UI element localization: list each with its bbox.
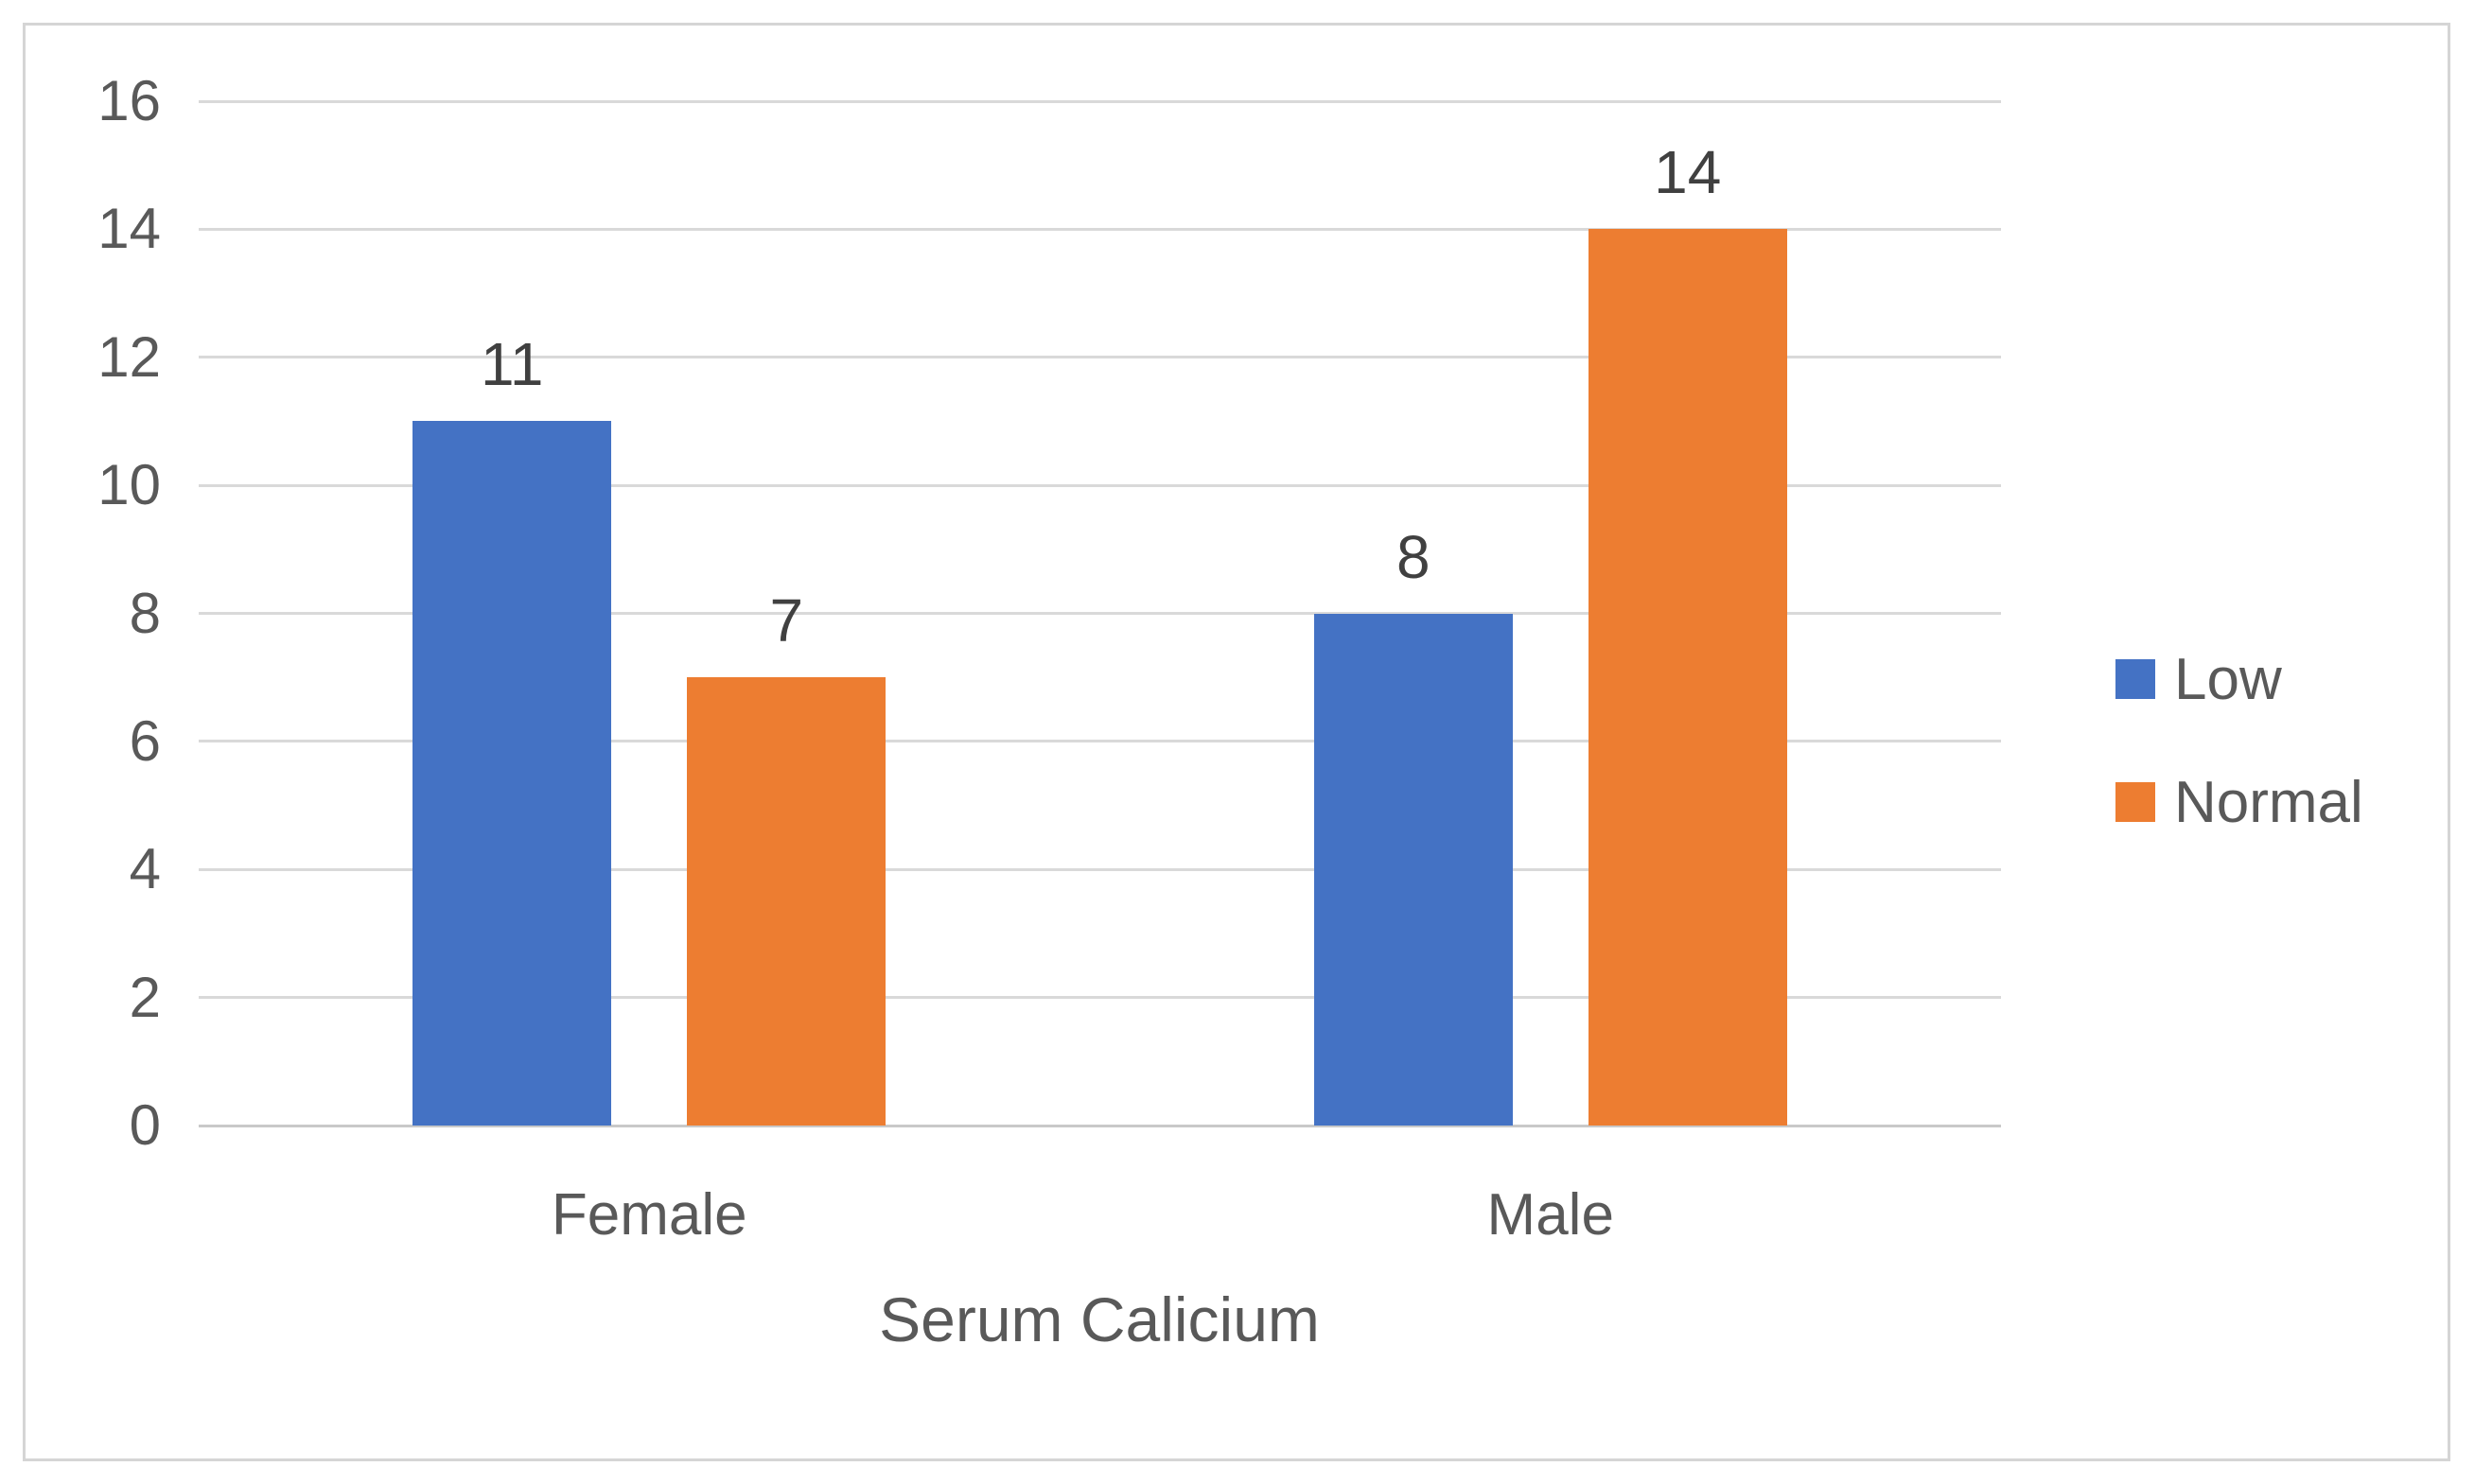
y-tick-label: 2: [129, 965, 161, 1029]
y-tick-label: 6: [129, 708, 161, 773]
y-tick-label: 8: [129, 581, 161, 645]
bar-value-label: 7: [769, 586, 804, 655]
bar-female-low: [412, 421, 612, 1126]
bar-female-normal: [687, 677, 886, 1126]
bar-value-label: 11: [481, 330, 544, 399]
gridline: [199, 99, 2001, 103]
chart-border: [23, 23, 2450, 1461]
y-tick-label: 14: [97, 197, 161, 261]
x-axis-title: Serum Calicium: [879, 1284, 1320, 1354]
gridline: [199, 483, 2001, 487]
y-tick-label: 0: [129, 1093, 161, 1157]
gridline: [199, 227, 2001, 231]
bar-male-low: [1313, 613, 1513, 1126]
gridline: [199, 740, 2001, 743]
y-tick-label: 16: [97, 69, 161, 132]
gridline: [199, 612, 2001, 615]
bar-value-label: 14: [1654, 138, 1722, 207]
bar-male-normal: [1588, 229, 1787, 1126]
gridline: [199, 867, 2001, 871]
x-tick-label: Female: [551, 1182, 747, 1248]
x-tick-label: Male: [1486, 1182, 1614, 1248]
gridline: [199, 1124, 2001, 1127]
y-tick-label: 4: [129, 837, 161, 901]
gridline: [199, 356, 2001, 359]
gridline: [199, 996, 2001, 1000]
y-tick-label: 12: [97, 324, 161, 389]
y-tick-label: 10: [97, 453, 161, 517]
bar-value-label: 8: [1395, 522, 1431, 591]
